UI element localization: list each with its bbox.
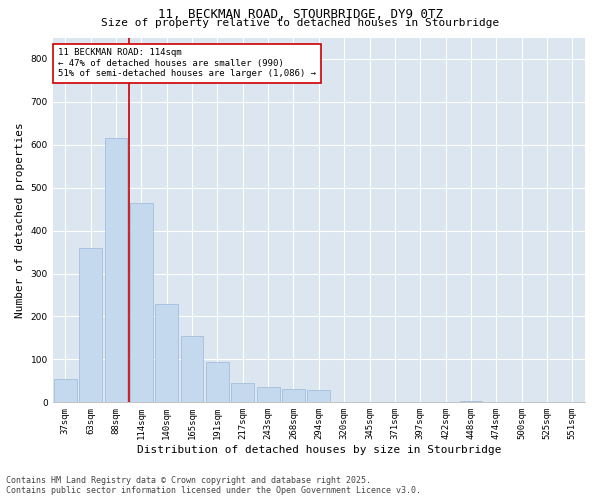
Text: 11, BECKMAN ROAD, STOURBRIDGE, DY9 0TZ: 11, BECKMAN ROAD, STOURBRIDGE, DY9 0TZ xyxy=(157,8,443,20)
X-axis label: Distribution of detached houses by size in Stourbridge: Distribution of detached houses by size … xyxy=(137,445,501,455)
Text: Size of property relative to detached houses in Stourbridge: Size of property relative to detached ho… xyxy=(101,18,499,28)
Bar xyxy=(155,304,178,402)
Bar xyxy=(79,248,102,402)
Bar xyxy=(104,138,127,402)
Bar xyxy=(130,202,153,402)
Bar xyxy=(206,362,229,403)
Bar xyxy=(307,390,330,402)
Bar xyxy=(257,388,280,402)
Bar xyxy=(282,388,305,402)
Bar xyxy=(54,378,77,402)
Bar xyxy=(181,336,203,402)
Bar xyxy=(232,383,254,402)
Y-axis label: Number of detached properties: Number of detached properties xyxy=(15,122,25,318)
Text: 11 BECKMAN ROAD: 114sqm
← 47% of detached houses are smaller (990)
51% of semi-d: 11 BECKMAN ROAD: 114sqm ← 47% of detache… xyxy=(58,48,316,78)
Text: Contains HM Land Registry data © Crown copyright and database right 2025.
Contai: Contains HM Land Registry data © Crown c… xyxy=(6,476,421,495)
